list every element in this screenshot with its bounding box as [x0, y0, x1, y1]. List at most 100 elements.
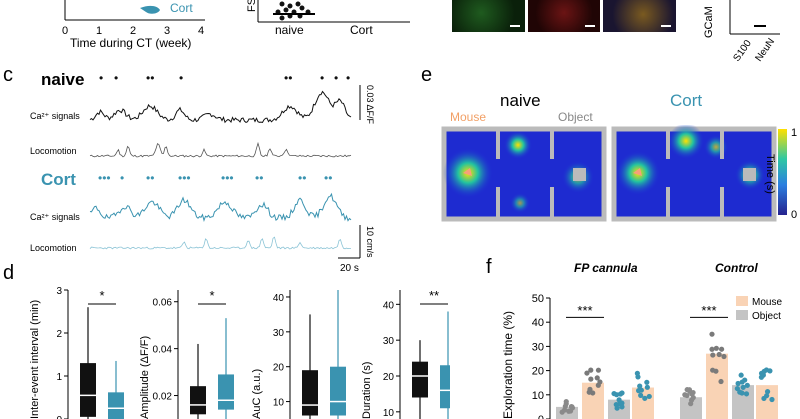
f-dot [566, 408, 572, 414]
f-dot [642, 395, 648, 401]
legend-cort-text: Cort [170, 1, 193, 15]
naive-event-marks: • • •• • •• • • • [99, 71, 350, 85]
ytick-0: 3 [56, 286, 62, 297]
f-ytick: 30 [532, 341, 544, 353]
naive-box-2 [302, 370, 318, 416]
boxplot-1: Amplitude (ΔF/F) 0.02 0.04 0.06 * [139, 288, 234, 419]
f-title-fp-cannula: FP cannula [574, 261, 638, 275]
f-dot [735, 380, 741, 387]
f-dot [634, 370, 640, 376]
svg-text:••: •• [146, 71, 154, 85]
f-dot [614, 392, 620, 398]
f-dot [758, 374, 765, 380]
colorbar [778, 129, 787, 215]
f-dot [594, 375, 600, 381]
f-ytick: 50 [532, 293, 544, 305]
f-dot [763, 367, 770, 373]
sig-text-0: * [99, 288, 104, 303]
cort-box-1 [218, 374, 234, 410]
f-dot [617, 401, 623, 407]
f-ytick: 0 [538, 414, 544, 419]
boxplot-0: Inter-event interval (min) 0 1 2 3 * [29, 286, 124, 419]
ytick-3: 30 [383, 336, 395, 347]
colorbar-title: Time (s) [764, 154, 776, 194]
colorbar-min: 0 [791, 209, 797, 221]
f-dot [588, 376, 594, 382]
svg-text:FS: FS [246, 0, 258, 12]
f-title-control: Control [715, 261, 758, 275]
ytick-2: 20 [273, 363, 285, 374]
f-dot [614, 405, 620, 411]
f-dot [561, 407, 568, 413]
ytick-1: 0.06 [153, 298, 173, 309]
micrograph-green [452, 0, 525, 32]
f-dot [737, 389, 743, 395]
panel-label-f: f [486, 256, 492, 278]
f-dot [739, 379, 745, 385]
panel-label-e: e [421, 64, 433, 86]
svg-text:••: •• [255, 171, 263, 185]
f-ylabel: Exploration time (%) [501, 311, 515, 419]
df-scale-text: 0.03 ΔF/F [365, 85, 375, 125]
ytick-1: 0.02 [153, 392, 173, 403]
svg-text:•: • [334, 71, 338, 85]
cort-title: Cort [41, 170, 76, 189]
svg-text:3: 3 [164, 25, 170, 37]
ylabel-0: Inter-event interval (min) [29, 300, 41, 419]
f-dot [740, 384, 746, 390]
f-bar-1 [582, 382, 604, 419]
ytick-2: 40 [273, 293, 285, 304]
f-bar-4 [680, 397, 702, 419]
svg-text:4: 4 [198, 25, 204, 37]
f-dot [713, 368, 719, 374]
top-mid-plot: FS naive Cort [246, 0, 410, 37]
svg-text:NeuN: NeuN [753, 36, 777, 62]
mouse-label: Mouse [450, 110, 487, 124]
f-bar-3 [632, 387, 654, 419]
f-dot [638, 387, 644, 393]
ytick-3: 20 [383, 372, 395, 383]
svg-text:GCaM: GCaM [703, 6, 715, 38]
panel-d-boxplots: Inter-event interval (min)0123*Amplitude… [29, 286, 450, 419]
ytick-2: 10 [273, 398, 285, 409]
ylabel-2: AuC (a.u.) [251, 369, 263, 419]
f-bar-6 [732, 385, 754, 419]
f-ytick: 10 [532, 390, 544, 402]
object-label: Object [558, 110, 593, 124]
svg-text:0: 0 [62, 25, 68, 37]
ytick-0: 2 [56, 329, 62, 340]
f-dot [597, 379, 603, 385]
speed-scale-text: 10 cm/s [365, 226, 375, 258]
ytick-0: 0 [56, 415, 62, 419]
f-dot [595, 367, 602, 373]
ca-label-naive: Ca²⁺ signals [30, 111, 80, 121]
top-right-plot: GCaM S100 NeuN [703, 0, 780, 62]
f-legend-text-1: Object [752, 311, 781, 322]
naive-title: naive [41, 70, 85, 89]
f-dot [769, 396, 775, 403]
ytick-1: 0.04 [153, 345, 173, 356]
f-dot [744, 382, 750, 388]
svg-text:••: •• [324, 171, 332, 185]
f-sig_left: *** [577, 303, 592, 318]
f-dot [709, 331, 715, 337]
f-dot [738, 372, 744, 378]
top-mid-cat-cort: Cort [350, 23, 373, 37]
cort-event-marks: ••• • •• ••• ••• •• •• •• [98, 171, 332, 185]
f-dot [713, 345, 719, 351]
f-bar-7 [756, 385, 778, 419]
svg-text:•: • [179, 71, 183, 85]
cort-box-2 [330, 366, 346, 416]
sig-text-1: * [209, 288, 214, 303]
svg-text:•••: ••• [178, 171, 191, 185]
ytick-3: 40 [383, 300, 395, 311]
boxplot-3: Duration (s) 10 20 30 40 ** [361, 288, 450, 419]
svg-text:2: 2 [130, 25, 136, 37]
svg-text:••: •• [298, 171, 306, 185]
top-micrograph-strip [452, 0, 677, 32]
f-dot [637, 383, 643, 389]
ytick-2: 30 [273, 328, 285, 339]
loco-label-naive: Locomotion [30, 146, 77, 156]
f-dot [718, 378, 724, 385]
f-dot [584, 370, 590, 376]
